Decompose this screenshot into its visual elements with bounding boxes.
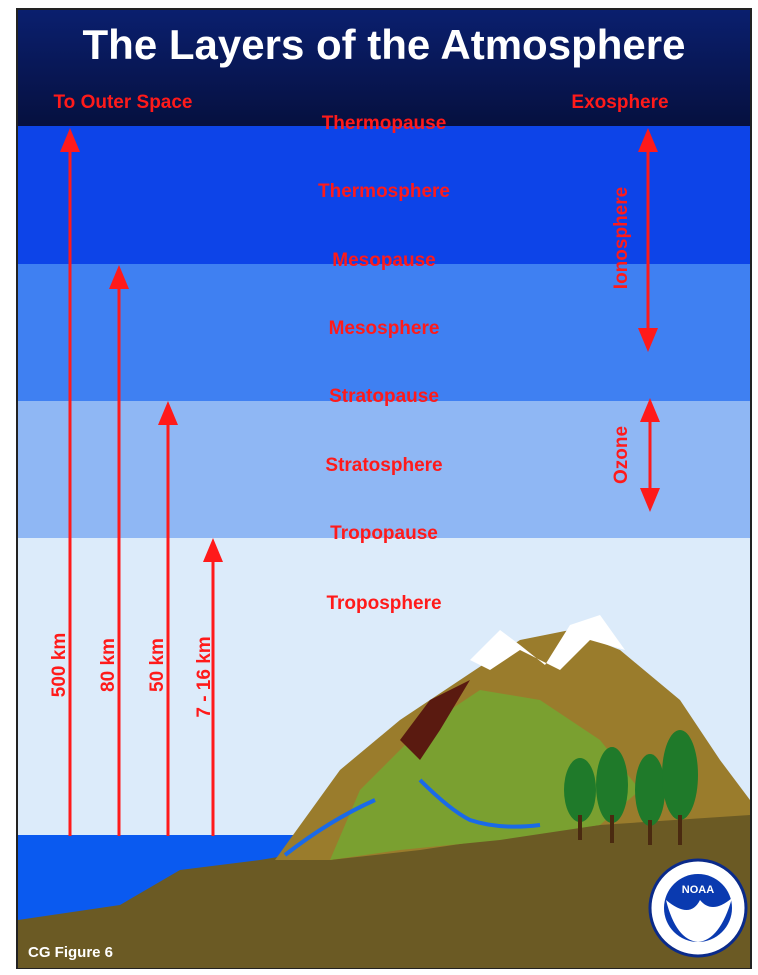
altitude-label: 80 km (98, 638, 119, 692)
layer-label: Stratosphere (325, 455, 442, 476)
altitude-label: 50 km (147, 638, 168, 692)
page: NOAA The Layers of the Atmosphere To Out… (0, 0, 758, 975)
altitude-label: 7 - 16 km (194, 636, 215, 717)
layer-label: Mesosphere (329, 318, 440, 339)
region-label: Ozone (611, 426, 632, 484)
layer-label: Troposphere (326, 593, 441, 614)
title: The Layers of the Atmosphere (83, 21, 686, 68)
layer-label: Thermosphere (318, 181, 450, 202)
layer-label: Stratopause (329, 386, 439, 407)
region-label: Ionosphere (611, 187, 632, 289)
diagram: NOAA The Layers of the Atmosphere To Out… (0, 0, 758, 975)
layer-label: Tropopause (330, 523, 438, 544)
layer-label: Thermopause (322, 113, 447, 134)
caption: CG Figure 6 (28, 944, 113, 961)
top-label: Exosphere (571, 92, 668, 113)
top-label: To Outer Space (53, 92, 192, 113)
layer-label: Mesopause (332, 250, 435, 271)
altitude-label: 500 km (49, 633, 70, 697)
logo-text: NOAA (682, 884, 714, 896)
